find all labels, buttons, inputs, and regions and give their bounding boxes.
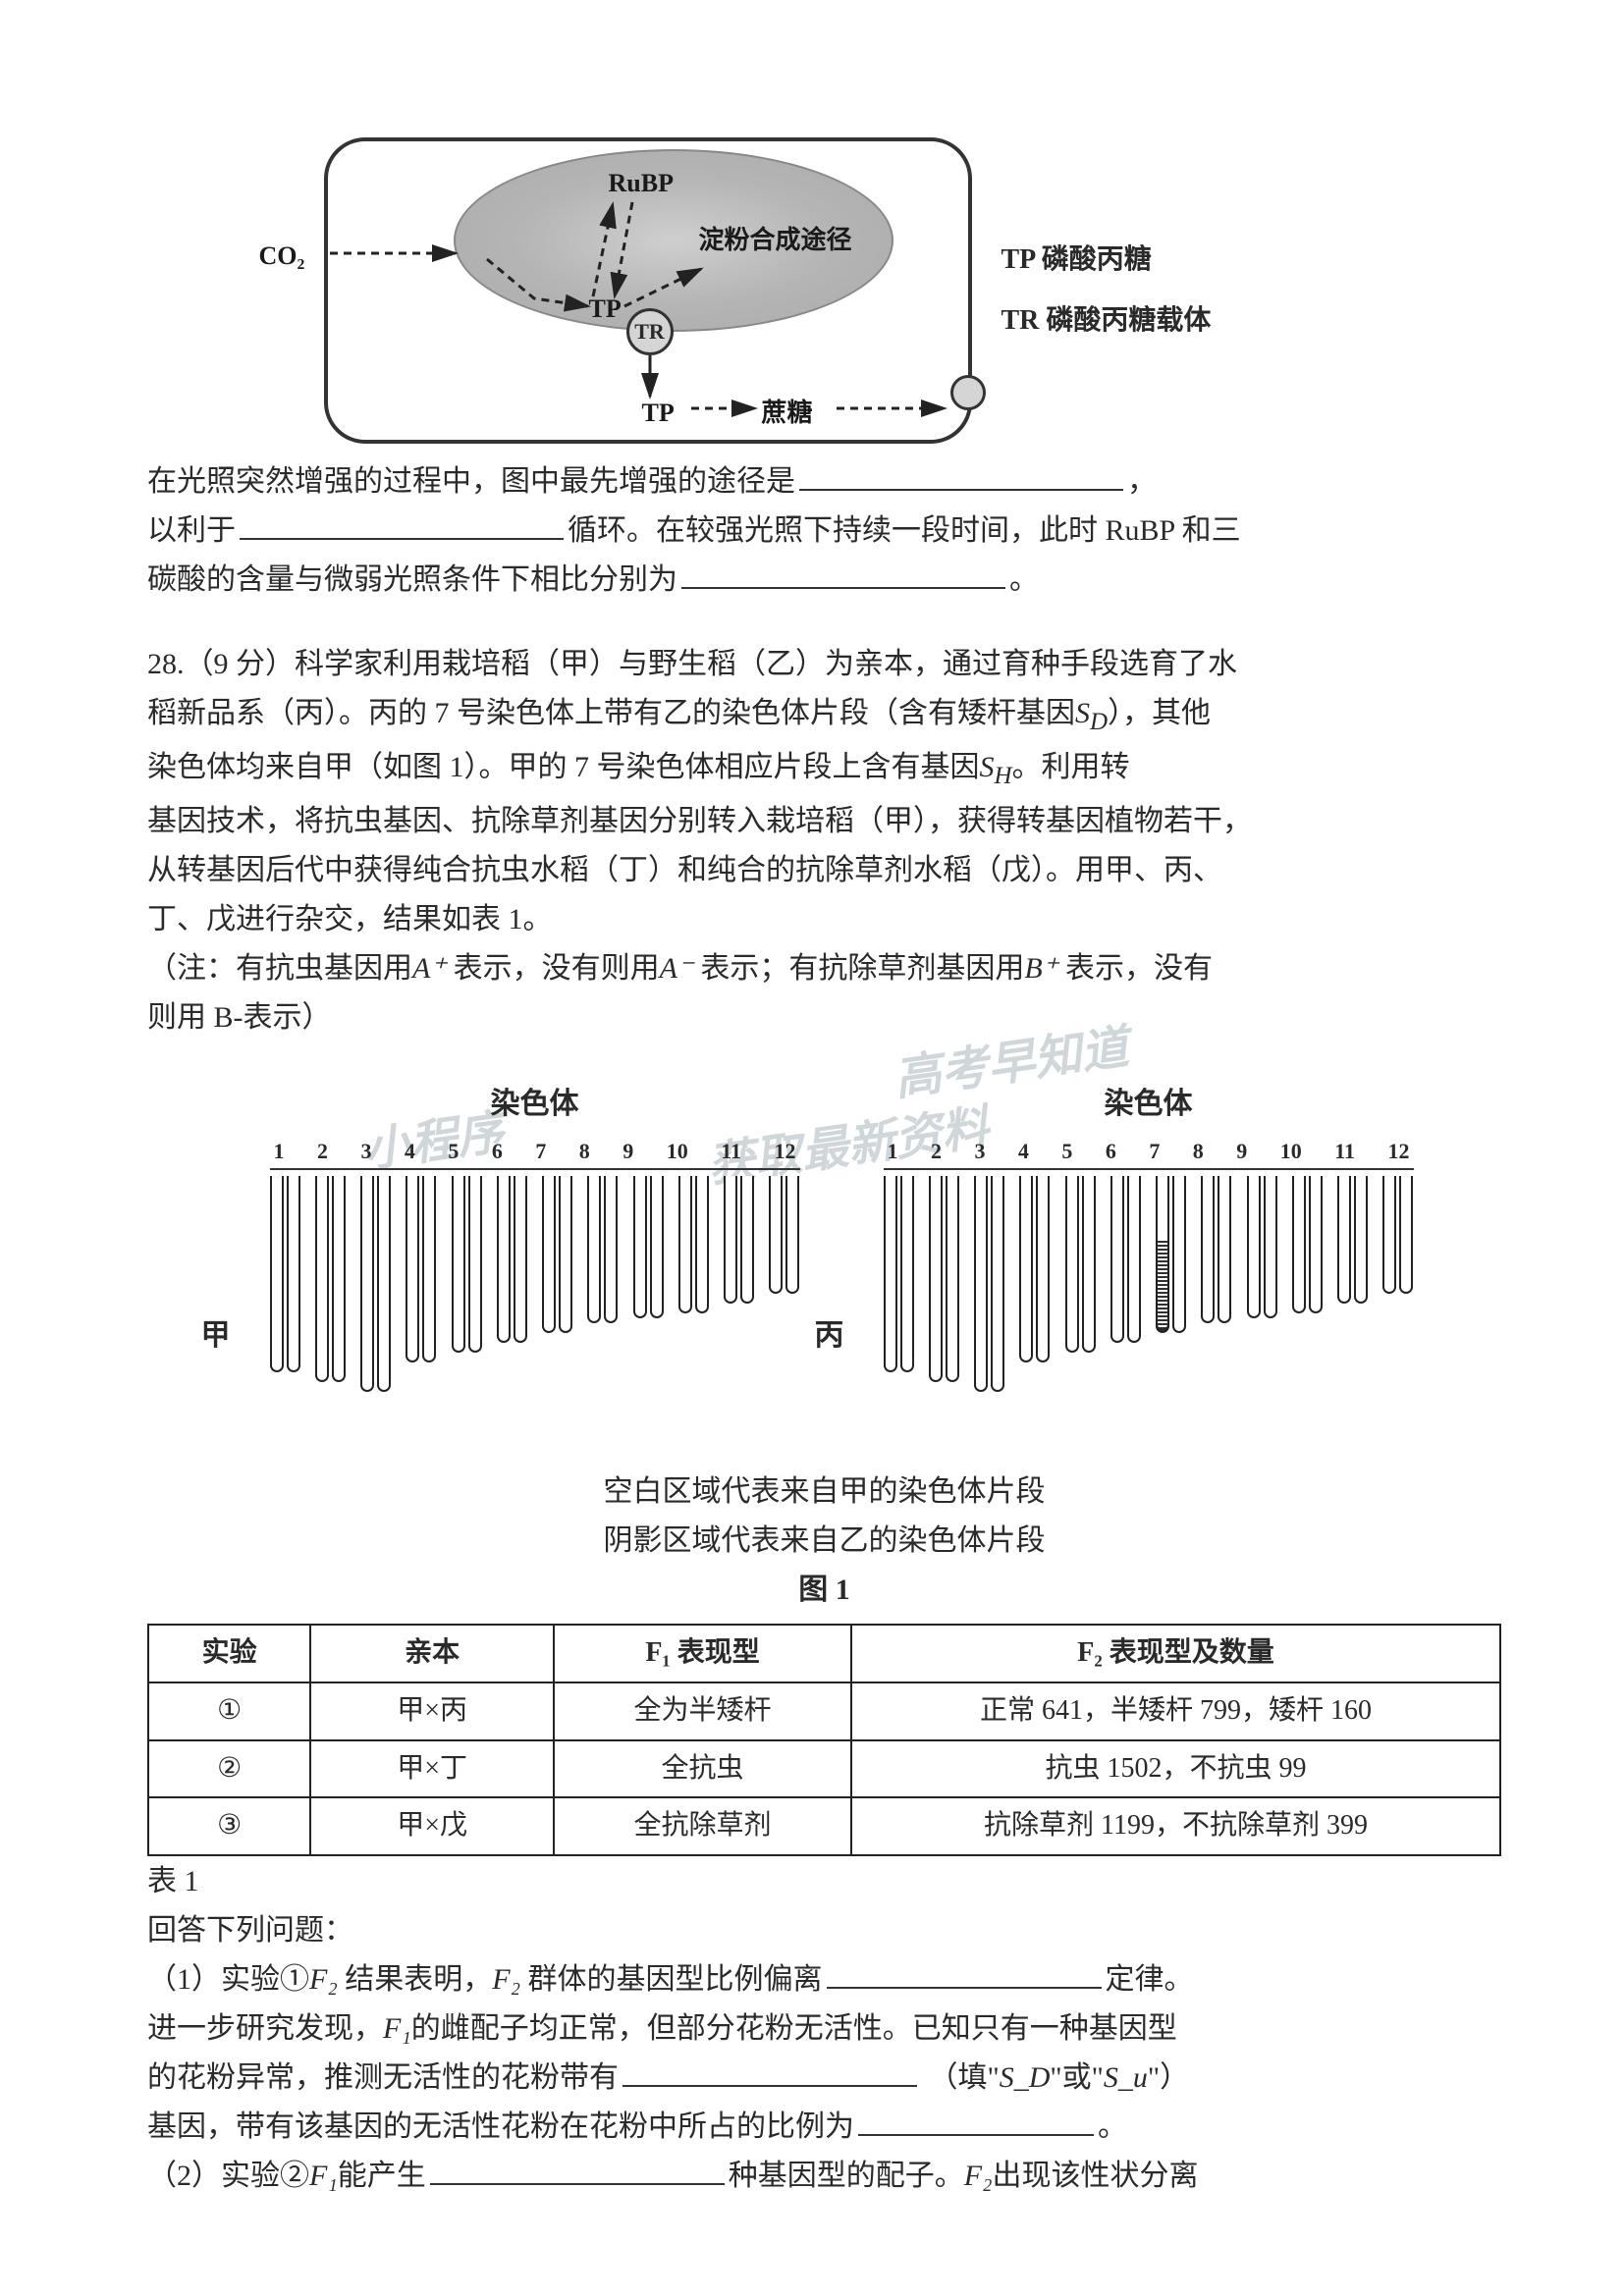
chrom-pair — [452, 1176, 482, 1353]
experiment-table: 实验亲本F₁ 表现型F₂ 表现型及数量 ①甲×丙全为半矮杆正常 641，半矮杆 … — [147, 1624, 1501, 1856]
chrom-pair — [1382, 1176, 1413, 1294]
chrom-set-甲: 染色体 123456789101112 甲 — [270, 1081, 800, 1404]
answer-heading: 回答下列问题： — [147, 1907, 1501, 1954]
chrom-set-丙: 染色体 123456789101112 丙 — [884, 1081, 1414, 1404]
blank-6[interactable] — [858, 2104, 1094, 2136]
q28-2-line1: （2）实验②F₁能产生种基因型的配子。F₂出现该性状分离 — [147, 2153, 1501, 2200]
chrom-pair — [542, 1176, 572, 1333]
question-28: 28.（9 分）科学家利用栽培稻（甲）与野生稻（乙）为亲本，通过育种手段选育了水… — [147, 641, 1501, 2200]
co2-label: CO₂ — [259, 236, 305, 277]
table-header: 亲本 — [310, 1625, 554, 1682]
q28-1-line4: 基因，带有该基因的无活性花粉在花粉中所占的比例为。 — [147, 2104, 1501, 2151]
chrom-pair — [1110, 1176, 1141, 1343]
tp2-label: TP — [642, 393, 675, 434]
blank-2[interactable] — [240, 507, 564, 540]
q28-1-line3: 的花粉异常，推测无活性的花粉带有 （填"S_D"或"S_u"） — [147, 2055, 1501, 2102]
fig1-cap3: 图 1 — [147, 1567, 1501, 1614]
q28-1-line2: 进一步研究发现，F₁的雌配子均正常，但部分花粉无活性。已知只有一种基因型 — [147, 2005, 1501, 2053]
exit-vesicle — [950, 375, 986, 410]
chrom-pair — [1201, 1176, 1231, 1323]
chrom-pair — [270, 1176, 300, 1372]
fig1-cap2: 阴影区域代表来自乙的染色体片段 — [147, 1518, 1501, 1565]
starch-label: 淀粉合成途径 — [699, 220, 852, 261]
chrom-pair — [1156, 1176, 1186, 1333]
table-header: F₂ 表现型及数量 — [851, 1625, 1500, 1682]
table-body: ①甲×丙全为半矮杆正常 641，半矮杆 799，矮杆 160②甲×丁全抗虫抗虫 … — [148, 1682, 1500, 1855]
tr-circle: TR — [626, 308, 674, 355]
chrom-pair — [406, 1176, 436, 1362]
chrom-pair — [1292, 1176, 1323, 1313]
chrom-numbers-right: 123456789101112 — [884, 1134, 1414, 1168]
chrom-row-right: 丙 — [884, 1168, 1414, 1404]
chrom-numbers-left: 123456789101112 — [270, 1134, 800, 1168]
chrom-pair — [587, 1176, 618, 1323]
table-header-row: 实验亲本F₁ 表现型F₂ 表现型及数量 — [148, 1625, 1500, 1682]
blank-5[interactable] — [623, 2055, 917, 2087]
chrom-pair — [884, 1176, 914, 1372]
table-header: 实验 — [148, 1625, 310, 1682]
q28-1-line1: （1）实验①F₂ 结果表明，F₂ 群体的基因型比例偏离定律。 — [147, 1956, 1501, 2003]
q27-line2: 以利于循环。在较强光照下持续一段时间，此时 RuBP 和三 — [147, 507, 1501, 555]
cell-membrane: CO₂ RuBP TP 淀粉合成途径 TR TP 蔗糖 — [324, 137, 972, 444]
q27-line1: 在光照突然增强的过程中，图中最先增强的途径是， — [147, 458, 1501, 506]
chrom-pair — [1247, 1176, 1277, 1318]
table-row: ③甲×戊全抗除草剂抗除草剂 1199，不抗除草剂 399 — [148, 1797, 1500, 1855]
q27-line3: 碳酸的含量与微弱光照条件下相比分别为。 — [147, 557, 1501, 604]
chrom-pair — [929, 1176, 959, 1382]
chrom-pair — [315, 1176, 346, 1382]
tp-legend: TP 磷酸丙糖 — [1001, 230, 1212, 291]
table-caption: 表 1 — [147, 1858, 1501, 1905]
rubp-label: RuBP — [609, 163, 674, 204]
chrom-pair — [633, 1176, 664, 1318]
chromosome-figure: 小程序 高考早知道 获取最新资料 染色体 123456789101112 甲 染… — [196, 1051, 1453, 1464]
diagram-legend: TP 磷酸丙糖 TR 磷酸丙糖载体 — [1001, 230, 1212, 350]
sugar-label: 蔗糖 — [762, 393, 813, 434]
chrom-pair — [1065, 1176, 1096, 1353]
tr-legend: TR 磷酸丙糖载体 — [1001, 291, 1212, 351]
chrom-pair — [974, 1176, 1004, 1392]
chrom-pair — [360, 1176, 391, 1392]
blank-7[interactable] — [430, 2153, 725, 2185]
chrom-pair — [497, 1176, 527, 1343]
blank-3[interactable] — [681, 557, 1005, 589]
chrom-pair — [724, 1176, 754, 1304]
chrom-pair — [1019, 1176, 1050, 1362]
chrom-row-left: 甲 — [270, 1168, 800, 1404]
tp1-label: TP — [589, 289, 622, 330]
chrom-pair — [678, 1176, 709, 1313]
fig1-cap1: 空白区域代表来自甲的染色体片段 — [147, 1468, 1501, 1516]
chrom-pair — [769, 1176, 799, 1294]
table-row: ①甲×丙全为半矮杆正常 641，半矮杆 799，矮杆 160 — [148, 1682, 1500, 1740]
blank-4[interactable] — [827, 1956, 1102, 1989]
chloroplast-diagram: CO₂ RuBP TP 淀粉合成途径 TR TP 蔗糖 TP 磷酸丙糖 TR 磷… — [324, 137, 1326, 444]
chrom-pair — [1337, 1176, 1368, 1304]
blank-1[interactable] — [799, 458, 1123, 491]
table-row: ②甲×丁全抗虫抗虫 1502，不抗虫 99 — [148, 1740, 1500, 1798]
table-header: F₁ 表现型 — [554, 1625, 851, 1682]
